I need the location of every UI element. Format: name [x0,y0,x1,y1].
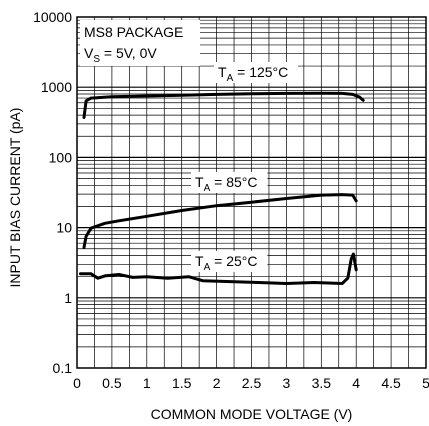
x-tick-label: 1.5 [172,375,192,391]
y-tick-label: 10 [56,220,72,236]
x-tick-labels: 0 0.5 1 1.5 2 2.5 3 3.5 4 4.5 5 [73,375,429,391]
curve-line [79,252,358,285]
x-axis-title: COMMON MODE VOLTAGE (V) [151,406,353,422]
y-tick-label: 1 [64,290,72,306]
x-tick-label: 0.5 [102,375,122,391]
x-tick-label: 4 [352,375,360,391]
label-text: VS = 5V, 0V [84,45,157,65]
label-text: TA = 85°C [195,174,257,194]
series-label: TA = 25°C [191,251,268,273]
label-text: TA = 125°C [218,64,288,84]
label-text: TA = 25°C [195,253,257,273]
y-tick-label: 10000 [33,9,72,25]
package-label: MS8 PACKAGE [84,24,183,40]
x-tick-label: 5 [422,375,429,391]
y-axis-title: INPUT BIAS CURRENT (pA) [7,108,23,288]
label-backing [191,172,268,193]
supply-label: VS = 5V, 0V [80,43,172,65]
curves [79,91,365,285]
curve-line [82,193,358,249]
y-tick-label: 1000 [41,79,72,95]
x-tick-label: 0 [73,375,81,391]
x-tick-label: 3 [283,375,291,391]
series-label: TA = 85°C [191,172,268,194]
series-label: TA = 125°C [214,62,298,84]
y-tick-label: 0.1 [53,360,73,376]
y-tick-label: 100 [49,149,73,165]
x-tick-label: 1 [143,375,151,391]
label-backing [80,43,172,64]
x-tick-label: 2.5 [242,375,262,391]
label-backing [214,62,298,83]
x-tick-label: 2 [213,375,221,391]
curve-labels: MS8 PACKAGE VS = 5V, 0V TA = 125°C TA = 85°… [80,20,298,273]
y-tick-labels: 0.1 1 10 100 1000 10000 [33,9,72,376]
plot-frame [76,16,427,369]
label-backing [191,251,268,272]
x-tick-label: 3.5 [312,375,332,391]
x-tick-label: 4.5 [381,375,401,391]
curve-line [82,91,365,119]
